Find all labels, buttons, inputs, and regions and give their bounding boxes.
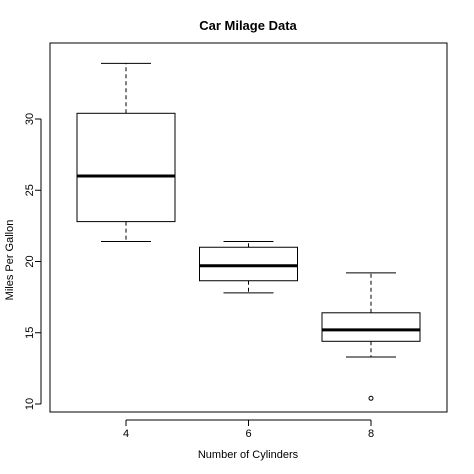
y-tick-label: 25	[24, 184, 36, 196]
y-axis-label: Miles Per Gallon	[4, 220, 16, 301]
outlier-point	[368, 395, 374, 401]
iqr-box	[321, 312, 421, 342]
box-series	[76, 62, 421, 401]
box-group-4	[76, 62, 176, 243]
iqr-box	[76, 112, 176, 223]
y-tick-label: 20	[24, 255, 36, 267]
chart-title: Car Milage Data	[199, 18, 297, 33]
x-tick-label: 8	[368, 428, 374, 440]
y-axis-ticks: 10 15 20 25 30	[24, 113, 41, 410]
x-tick-label: 6	[245, 428, 251, 440]
x-axis-ticks: 4 6 8	[123, 420, 374, 440]
y-tick-label: 15	[24, 327, 36, 339]
iqr-box	[199, 246, 298, 282]
y-tick-label: 10	[24, 398, 36, 410]
y-tick-label: 30	[24, 113, 36, 125]
x-tick-label: 4	[123, 428, 129, 440]
box-group-6	[199, 241, 298, 294]
plot-frame	[49, 42, 448, 413]
box-group-8	[321, 272, 421, 401]
x-axis-label: Number of Cylinders	[198, 449, 299, 461]
